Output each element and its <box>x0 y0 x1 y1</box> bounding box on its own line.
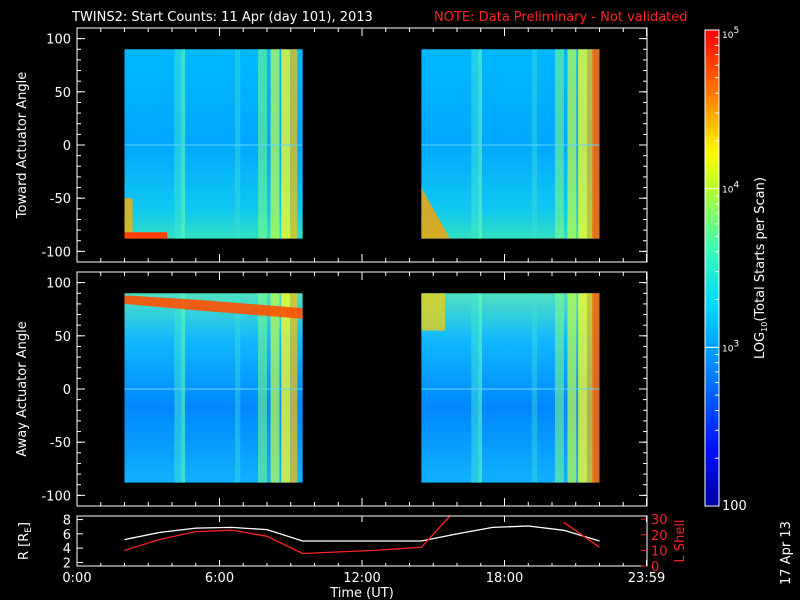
x-tick-label: 6:00 <box>205 571 234 586</box>
texture-stripe <box>587 293 595 483</box>
lshell-axis-label: L Shell <box>673 519 688 562</box>
zero-band <box>124 388 303 390</box>
texture-stripe <box>270 49 280 239</box>
date-stamp: 17 Apr 13 <box>779 521 794 585</box>
texture-stripe <box>290 293 298 483</box>
hot-band <box>124 232 168 239</box>
edge-band <box>592 293 600 483</box>
edge-band <box>592 49 600 239</box>
y-tick-label: -50 <box>50 192 71 207</box>
y-axis-label: Toward Actuator Angle <box>15 72 30 219</box>
texture-stripe <box>554 293 564 483</box>
zero-band <box>421 388 600 390</box>
r-series-line <box>124 525 600 542</box>
r-axis-label: R [RE] <box>17 522 34 560</box>
texture-stripe <box>478 49 482 239</box>
x-tick-label: 18:00 <box>486 571 523 586</box>
y-tick-label: -100 <box>41 245 71 260</box>
y-tick-label: 100 <box>46 277 71 292</box>
texture-stripe <box>181 293 186 483</box>
texture-stripe <box>587 49 595 239</box>
y-tick-label: 100 <box>46 33 71 48</box>
texture-stripe <box>478 293 482 483</box>
away-panel: 100 50 0 -50 -100 Away Actuator Angle <box>15 271 648 507</box>
texture-stripe <box>290 49 298 239</box>
y-right-tick-label: 20 <box>651 529 668 544</box>
hot-band <box>124 295 303 319</box>
colorbar-scale <box>704 29 720 507</box>
x-axis-label: Time (UT) <box>329 586 394 600</box>
x-tick-label: 23:59 <box>628 571 665 586</box>
texture-stripe <box>578 49 588 239</box>
zero-band <box>124 144 303 146</box>
colorbar-tick-label: 103 <box>722 339 739 354</box>
y-tick-label: 4 <box>63 542 71 557</box>
colorbar-tick-label: 100 <box>722 499 747 514</box>
texture-stripe <box>258 293 267 483</box>
y-tick-label: 0 <box>63 139 71 154</box>
y-right-tick-label: 30 <box>651 513 668 528</box>
hot-corner <box>421 187 450 239</box>
y-tick-label: -50 <box>50 436 71 451</box>
y-axis-label: Away Actuator Angle <box>15 321 30 456</box>
chart-title: TWINS2: Start Counts: 11 Apr (day 101), … <box>71 10 373 25</box>
y-tick-label: 2 <box>63 556 71 571</box>
texture-stripe <box>281 49 291 239</box>
texture-stripe <box>270 293 280 483</box>
colorbar-label: LOG10(Total Starts per Scan) <box>753 177 769 359</box>
preliminary-note: NOTE: Data Preliminary - Not validated <box>434 10 688 25</box>
y-tick-label: 0 <box>63 383 71 398</box>
texture-stripe <box>578 293 588 483</box>
x-tick-label: 0:00 <box>62 571 91 586</box>
colorbar-tick-label: 105 <box>722 26 739 41</box>
texture-stripe <box>567 293 577 483</box>
texture-stripe <box>174 49 182 239</box>
zero-band <box>421 144 600 146</box>
title-main: TWINS2: Start Counts: 11 Apr (day 101), … <box>71 10 373 25</box>
y-tick-label: 50 <box>54 86 71 101</box>
texture-stripe <box>531 293 538 483</box>
texture-stripe <box>531 49 538 239</box>
texture-stripe <box>174 293 182 483</box>
y-tick-label: 6 <box>63 528 71 543</box>
texture-stripe <box>281 293 291 483</box>
texture-stripe <box>471 49 479 239</box>
texture-stripe <box>234 293 241 483</box>
texture-stripe <box>554 49 564 239</box>
lshell-series-line <box>124 516 600 555</box>
texture-stripe <box>234 49 241 239</box>
texture-stripe <box>471 293 479 483</box>
y-right-tick-label: 0 <box>651 560 659 575</box>
x-tick-label: 12:00 <box>343 571 380 586</box>
texture-stripe <box>258 49 267 239</box>
y-tick-label: 8 <box>63 514 71 529</box>
hot-edge <box>124 198 133 233</box>
y-tick-label: -100 <box>41 489 71 504</box>
toward-panel: 100 50 0 -50 -100 Toward Actuator Angle <box>15 27 648 263</box>
y-tick-label: 50 <box>54 330 71 345</box>
texture-stripe <box>567 49 577 239</box>
colorbar: 105 104 103 100 LOG10(Total Starts per Scan) <box>704 26 769 514</box>
colorbar-tick-label: 104 <box>722 181 739 196</box>
texture-stripe <box>181 49 186 239</box>
y-right-tick-label: 10 <box>651 544 668 559</box>
hot-corner <box>421 293 446 331</box>
